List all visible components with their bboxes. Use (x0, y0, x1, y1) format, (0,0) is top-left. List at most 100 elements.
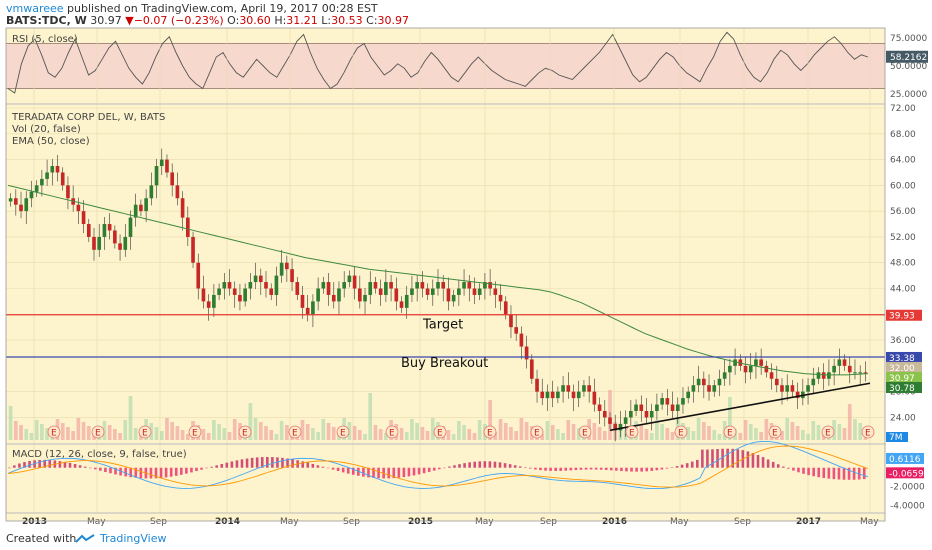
macd-histogram-bar (620, 467, 623, 472)
macd-histogram-bar (584, 467, 588, 470)
candle-body (524, 346, 529, 360)
candle-body (222, 282, 227, 289)
ema-line (7, 184, 869, 376)
macd-histogram-bar (185, 467, 188, 474)
low-value: 30.53 (331, 14, 363, 27)
earnings-marker-label: E (340, 429, 346, 439)
author-link[interactable]: vmwareee (6, 2, 64, 15)
macd-histogram-bar (817, 467, 821, 478)
high-label: H: (274, 14, 287, 27)
earnings-marker-icon[interactable] (768, 425, 782, 439)
volume-bar (248, 403, 253, 440)
price-tick-label: 48.00 (890, 259, 916, 269)
volume-value-box (886, 432, 908, 442)
price-tag-label: 30.97 (889, 374, 915, 384)
candle-body (311, 301, 315, 315)
macd-histogram-bar (63, 461, 67, 468)
candle-body (618, 423, 623, 431)
earnings-marker-label: E (437, 429, 443, 439)
price-tick-label: 64.00 (890, 156, 916, 166)
macd-histogram-bar (245, 458, 249, 468)
earnings-marker-icon[interactable] (188, 425, 202, 439)
volume-bar (853, 419, 857, 440)
macd-histogram-bar (129, 467, 133, 478)
macd-histogram-bar (276, 457, 279, 468)
candle-body (842, 359, 847, 366)
macd-histogram-bar (321, 466, 325, 468)
earnings-marker-icon[interactable] (91, 425, 105, 439)
volume-bar (519, 418, 524, 440)
volume-bar (321, 419, 326, 440)
candle-body (701, 378, 706, 386)
candle-body (342, 282, 347, 289)
earnings-marker-icon[interactable] (336, 425, 350, 439)
candle-body (8, 198, 13, 202)
macd-histogram-bar (412, 467, 416, 476)
earnings-marker-icon[interactable] (138, 425, 152, 439)
candle-body (290, 269, 294, 283)
earnings-marker-icon[interactable] (674, 425, 688, 439)
macd-histogram-bar (680, 464, 684, 468)
candle-body (295, 282, 300, 295)
earnings-marker-icon[interactable] (288, 425, 302, 439)
candle-body (816, 372, 821, 379)
candle-body (675, 404, 680, 411)
macd-histogram-bar (174, 467, 178, 476)
candle-body (832, 365, 836, 373)
volume-bar (19, 425, 23, 440)
volume-bar (384, 433, 388, 440)
macd-histogram-bar (377, 467, 380, 479)
chart-svg[interactable]: RSI (5, close) 75.0000 50.0000 25.0000 58.… (0, 0, 932, 528)
candle-body (139, 204, 143, 212)
macd-histogram-bar (655, 467, 659, 471)
tradingview-brand-link[interactable]: TradingView (100, 532, 167, 545)
candle-body (634, 404, 638, 411)
macd-histogram-bar (518, 466, 522, 468)
price-tag-label: 39.93 (889, 312, 915, 322)
candle-body (191, 236, 195, 263)
target-annotation: Target (422, 318, 463, 333)
earnings-marker-icon[interactable] (385, 425, 399, 439)
earnings-marker-icon[interactable] (861, 425, 875, 439)
macd-value-box (886, 452, 924, 464)
macd-histogram-bar (210, 466, 213, 468)
macd-histogram-bar (291, 459, 294, 468)
candle-body (243, 288, 247, 302)
candle-body (655, 404, 659, 411)
macd-histogram-bar (463, 463, 466, 468)
candle-body (686, 391, 691, 399)
candle-body (45, 172, 49, 179)
volume-bar (373, 425, 378, 440)
earnings-marker-icon[interactable] (578, 425, 592, 439)
volume-bar (180, 430, 185, 440)
macd-histogram-bar (696, 459, 699, 468)
volume-bar (102, 421, 107, 440)
macd-histogram-bar (508, 464, 512, 468)
price-tag (886, 371, 922, 383)
earnings-marker-icon[interactable] (530, 425, 544, 439)
volume-bar (175, 426, 180, 440)
earnings-marker-icon[interactable] (47, 425, 61, 439)
earnings-marker-icon[interactable] (723, 425, 737, 439)
volume-bar (816, 425, 821, 440)
candle-body (326, 282, 331, 295)
candle-body (498, 294, 503, 302)
volume-bar (258, 422, 263, 440)
earnings-marker-icon[interactable] (483, 425, 497, 439)
x-tick-label: May (280, 517, 299, 527)
earnings-marker-icon[interactable] (433, 425, 447, 439)
candle-body (743, 365, 748, 373)
macd-histogram-bar (524, 467, 527, 469)
down-arrow-icon: ▼ (125, 14, 134, 27)
volume-bar (326, 423, 331, 440)
earnings-marker-icon[interactable] (821, 425, 835, 439)
macd-histogram-bar (468, 462, 471, 468)
candle-body (363, 294, 367, 302)
volume-bar (644, 429, 649, 440)
earnings-marker-icon[interactable] (625, 425, 639, 439)
candle-body (430, 288, 435, 295)
candle-body (368, 282, 373, 295)
ema-label: EMA (50, close) (12, 136, 90, 147)
earnings-marker-icon[interactable] (238, 425, 252, 439)
macd-histogram-bar (336, 467, 340, 472)
